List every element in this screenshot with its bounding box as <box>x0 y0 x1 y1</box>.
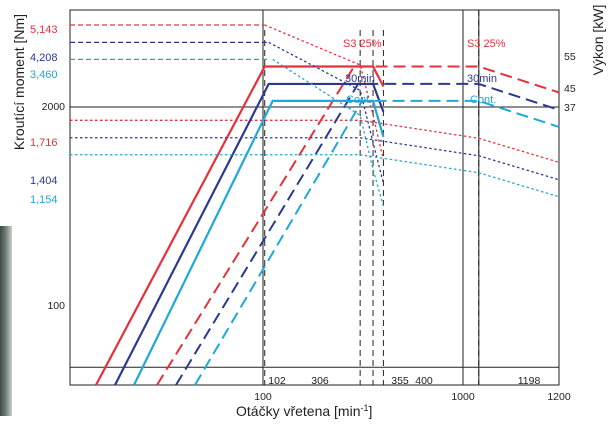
series-label-30min: 30min <box>467 73 497 85</box>
label-layer: Kroutící moment [Nm] Výkon [kW] Otáčky v… <box>11 5 606 419</box>
series-30min-torque-falloff <box>268 41 385 184</box>
plot-frame <box>69 9 560 386</box>
series-label-30min: 30min <box>345 73 375 85</box>
x-axis-title: Otáčky vřetena [min-1] <box>236 403 372 419</box>
y-axis-title-left: Kroutící moment [Nm] <box>11 14 27 150</box>
series-s3-torque-falloff <box>264 24 385 161</box>
torque-label-cont: 3,460 <box>30 69 58 81</box>
torque-low-label-30min: 1,404 <box>30 175 58 187</box>
y-axis-title-right: Výkon [kW] <box>590 5 606 76</box>
series-cont-power-curve <box>133 99 385 386</box>
power-label-s3: 55 <box>564 51 576 63</box>
torque-label-s3: 5,143 <box>30 24 58 36</box>
series-label-s3: S3 25% <box>467 38 506 50</box>
series-30min-power-curve <box>114 82 385 386</box>
series-s3-power-curve-dashed <box>156 65 560 386</box>
series-cont-low-torque-line <box>70 154 560 198</box>
grid-layer <box>69 9 560 386</box>
x-marker-label: 102 <box>268 375 286 387</box>
x-tick-label: 100 <box>254 391 272 403</box>
x-marker-label: 400 <box>415 375 433 387</box>
power-label-30min: 45 <box>564 83 576 95</box>
torque-low-label-cont: 1,154 <box>30 194 58 206</box>
x-tick-label: 1200 <box>547 391 571 403</box>
y-tick-label: 100 <box>47 300 65 312</box>
x-marker-label: 306 <box>311 375 329 387</box>
series-s3-low-torque-line <box>70 119 560 163</box>
series-label-s3: S3 25% <box>343 38 382 50</box>
series-s3-power-curve <box>95 65 385 386</box>
torque-low-label-s3: 1,716 <box>30 137 58 149</box>
x-tick-label: 1000 <box>451 391 475 403</box>
y-tick-label: 2000 <box>42 101 66 113</box>
series-layer <box>70 24 560 386</box>
series-cont-torque-falloff <box>272 58 385 207</box>
series-cont-power-curve-dashed <box>194 99 560 386</box>
series-30min-power-curve-dashed <box>175 82 560 386</box>
series-30min-low-torque-line <box>70 137 560 181</box>
power-label-cont: 37 <box>564 102 576 114</box>
series-label-cont: Cont. <box>346 94 372 106</box>
x-marker-label: 1198 <box>518 375 541 387</box>
series-label-cont: Cont. <box>470 94 496 106</box>
x-marker-label: 355 <box>391 375 409 387</box>
torque-label-30min: 4,208 <box>30 52 58 64</box>
photo-edge-fragment <box>0 226 12 416</box>
